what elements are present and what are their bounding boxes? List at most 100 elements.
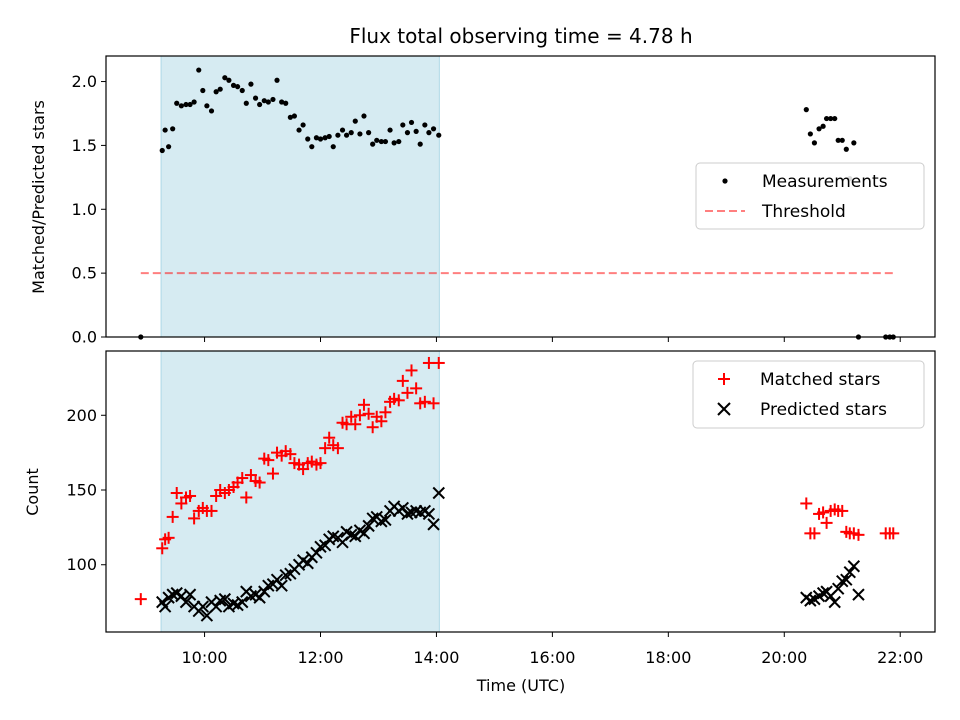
measurement-point bbox=[191, 99, 197, 105]
matched-stars-point bbox=[396, 374, 409, 387]
matched-stars-point bbox=[314, 457, 327, 470]
legend-threshold-label: Threshold bbox=[761, 202, 846, 222]
count-panel-frame bbox=[105, 350, 936, 633]
predicted-stars-point bbox=[852, 588, 865, 601]
measurement-point bbox=[366, 130, 372, 136]
measurement-point bbox=[843, 146, 849, 152]
measurement-point bbox=[222, 75, 228, 81]
measurement-point bbox=[374, 137, 380, 143]
matched-stars-point bbox=[349, 418, 362, 431]
ratio-panel-ylabel: Matched/Predicted stars bbox=[29, 100, 48, 294]
count-panel-ylabel: Count bbox=[23, 468, 42, 516]
predicted-stars-point bbox=[301, 557, 314, 570]
measurement-point bbox=[183, 101, 189, 108]
measurement-point bbox=[287, 114, 293, 120]
observing-span-shade bbox=[160, 350, 440, 633]
matched-stars-point bbox=[331, 442, 344, 455]
measurement-point bbox=[204, 103, 210, 109]
predicted-stars-point bbox=[422, 507, 436, 521]
predicted-stars-point bbox=[158, 600, 172, 613]
measurement-point bbox=[803, 107, 809, 113]
measurement-point bbox=[408, 119, 415, 126]
measurement-point bbox=[265, 99, 271, 105]
measurement-point bbox=[174, 100, 180, 106]
matched-stars-point bbox=[392, 394, 405, 407]
measurement-point bbox=[339, 127, 346, 133]
matched-stars-point bbox=[166, 510, 179, 523]
x-tick-label: 10:00 bbox=[181, 648, 227, 667]
matched-stars-point bbox=[817, 506, 830, 519]
y-tick-label: 200 bbox=[66, 406, 97, 425]
y-tick-label: 0.5 bbox=[72, 264, 97, 283]
matched-stars-point bbox=[253, 476, 266, 489]
measurement-point bbox=[270, 96, 276, 103]
count-panel: 100 150 200 Count Matched stars Predicted … bbox=[23, 350, 936, 637]
measurement-point bbox=[279, 99, 285, 105]
y-tick-label: 100 bbox=[66, 555, 97, 574]
predicted-stars-point bbox=[179, 595, 193, 609]
measurement-point bbox=[378, 138, 384, 145]
measurement-point bbox=[357, 131, 363, 137]
matched-stars-point bbox=[205, 504, 218, 517]
measurement-point bbox=[326, 133, 332, 140]
matched-stars-point bbox=[366, 421, 379, 434]
chart-title: Flux total observing time = 4.78 h bbox=[349, 24, 692, 48]
measurement-point bbox=[382, 138, 389, 145]
measurement-point bbox=[404, 130, 411, 136]
measurement-point bbox=[309, 144, 315, 150]
predicted-stars-point bbox=[379, 513, 392, 527]
measurement-point bbox=[851, 140, 857, 146]
predicted-stars-point bbox=[816, 586, 830, 600]
matched-stars-point bbox=[820, 516, 833, 529]
legend-predicted-label: Predicted stars bbox=[760, 400, 887, 420]
measurement-point bbox=[252, 95, 259, 101]
measurement-point bbox=[839, 137, 845, 143]
measurement-point bbox=[811, 140, 818, 146]
measurement-point bbox=[257, 101, 263, 108]
matched-stars-point bbox=[418, 395, 431, 408]
ratio-panel-frame bbox=[105, 55, 936, 338]
measurement-point bbox=[178, 103, 184, 109]
measurement-point bbox=[417, 141, 423, 147]
x-tick-label: 20:00 bbox=[761, 648, 807, 667]
legend-measurements-marker bbox=[722, 178, 728, 184]
matched-stars-point bbox=[375, 415, 388, 428]
matched-stars-point bbox=[379, 406, 392, 419]
matched-stars-point bbox=[162, 531, 175, 544]
legend-measurements-label: Measurements bbox=[762, 172, 888, 192]
matched-stars-point bbox=[410, 382, 423, 395]
measurement-point bbox=[343, 132, 350, 138]
x-axis-label: Time (UTC) bbox=[476, 676, 565, 695]
measurement-point bbox=[823, 115, 830, 122]
count-panel-legend: Matched stars Predicted stars bbox=[692, 360, 925, 429]
predicted-stars-point bbox=[196, 600, 210, 613]
measurement-point bbox=[166, 144, 172, 150]
measurement-point bbox=[322, 135, 328, 141]
measurement-point bbox=[261, 98, 267, 104]
measurement-point bbox=[234, 84, 241, 90]
measurement-point bbox=[436, 132, 442, 138]
matched-stars-point bbox=[353, 409, 366, 422]
measurement-point bbox=[400, 122, 406, 128]
measurement-point bbox=[200, 87, 206, 94]
matched-stars-point bbox=[345, 410, 358, 423]
measurement-point bbox=[413, 128, 419, 134]
y-tick-label: 1.5 bbox=[72, 136, 97, 155]
measurement-point bbox=[226, 77, 232, 83]
measurement-point bbox=[296, 127, 302, 133]
predicted-stars-point bbox=[401, 507, 414, 521]
measurement-point bbox=[391, 140, 397, 146]
measurement-point bbox=[820, 123, 826, 129]
measurement-point bbox=[208, 108, 215, 114]
x-tick-label: 12:00 bbox=[297, 648, 343, 667]
matched-stars-point bbox=[362, 407, 375, 420]
predicted-stars-point bbox=[183, 588, 197, 601]
y-tick-label: 0.0 bbox=[72, 328, 97, 347]
matched-stars-point bbox=[357, 398, 370, 411]
observing-span-shade bbox=[160, 55, 440, 338]
legend-matched-label: Matched stars bbox=[760, 370, 880, 390]
matched-stars-point bbox=[184, 489, 197, 502]
predicted-stars-point bbox=[218, 592, 232, 606]
measurement-point bbox=[352, 118, 358, 124]
measurement-point bbox=[305, 136, 311, 142]
